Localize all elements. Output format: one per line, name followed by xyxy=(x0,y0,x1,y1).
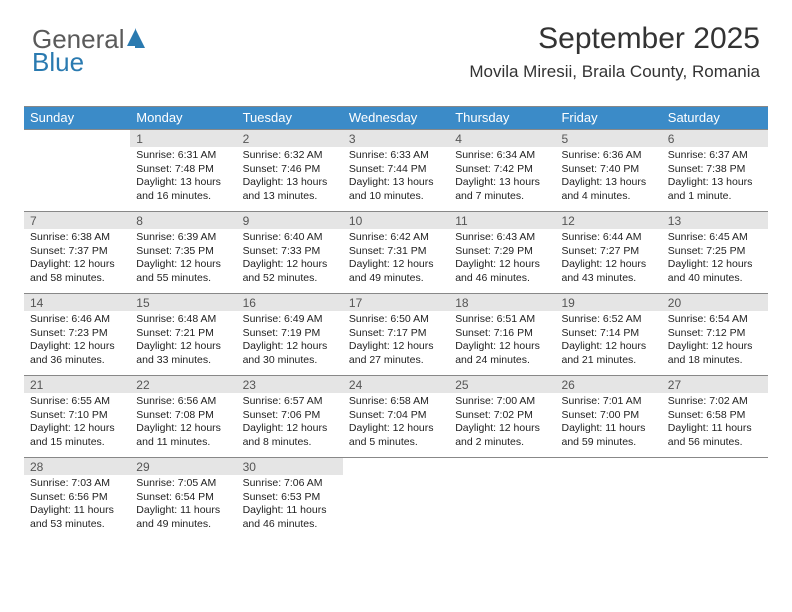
day-number: 10 xyxy=(343,211,449,229)
day-number: 24 xyxy=(343,375,449,393)
day-number: 13 xyxy=(662,211,768,229)
weekday-header: Tuesday xyxy=(237,107,343,129)
location: Movila Miresii, Braila County, Romania xyxy=(469,62,760,82)
day-cell: Sunrise: 6:42 AM Sunset: 7:31 PM Dayligh… xyxy=(343,229,449,293)
day-cell xyxy=(449,475,555,539)
weekday-header: Saturday xyxy=(662,107,768,129)
day-number: 27 xyxy=(662,375,768,393)
day-number xyxy=(555,457,661,475)
day-cell: Sunrise: 6:32 AM Sunset: 7:46 PM Dayligh… xyxy=(237,147,343,211)
day-number: 30 xyxy=(237,457,343,475)
day-number: 11 xyxy=(449,211,555,229)
day-cell: Sunrise: 6:55 AM Sunset: 7:10 PM Dayligh… xyxy=(24,393,130,457)
day-number: 15 xyxy=(130,293,236,311)
day-number: 8 xyxy=(130,211,236,229)
day-number: 23 xyxy=(237,375,343,393)
day-cell: Sunrise: 6:31 AM Sunset: 7:48 PM Dayligh… xyxy=(130,147,236,211)
day-number: 22 xyxy=(130,375,236,393)
day-number: 26 xyxy=(555,375,661,393)
logo: General Blue xyxy=(32,28,145,75)
day-cell: Sunrise: 7:05 AM Sunset: 6:54 PM Dayligh… xyxy=(130,475,236,539)
weekday-header: Sunday xyxy=(24,107,130,129)
day-number: 9 xyxy=(237,211,343,229)
day-content-row: Sunrise: 6:55 AM Sunset: 7:10 PM Dayligh… xyxy=(24,393,768,457)
day-number: 28 xyxy=(24,457,130,475)
day-cell xyxy=(343,475,449,539)
weekday-header: Wednesday xyxy=(343,107,449,129)
day-cell xyxy=(662,475,768,539)
day-number: 21 xyxy=(24,375,130,393)
day-number xyxy=(449,457,555,475)
weekday-header: Friday xyxy=(555,107,661,129)
day-cell: Sunrise: 6:37 AM Sunset: 7:38 PM Dayligh… xyxy=(662,147,768,211)
day-cell: Sunrise: 6:49 AM Sunset: 7:19 PM Dayligh… xyxy=(237,311,343,375)
day-number: 16 xyxy=(237,293,343,311)
day-cell: Sunrise: 6:43 AM Sunset: 7:29 PM Dayligh… xyxy=(449,229,555,293)
day-number: 25 xyxy=(449,375,555,393)
day-number: 12 xyxy=(555,211,661,229)
logo-text2: Blue xyxy=(32,47,84,77)
day-content-row: Sunrise: 6:46 AM Sunset: 7:23 PM Dayligh… xyxy=(24,311,768,375)
logo-triangle2-icon xyxy=(135,28,145,48)
day-cell: Sunrise: 6:38 AM Sunset: 7:37 PM Dayligh… xyxy=(24,229,130,293)
day-number: 18 xyxy=(449,293,555,311)
day-number: 3 xyxy=(343,129,449,147)
day-number: 14 xyxy=(24,293,130,311)
day-cell: Sunrise: 6:52 AM Sunset: 7:14 PM Dayligh… xyxy=(555,311,661,375)
day-cell: Sunrise: 6:50 AM Sunset: 7:17 PM Dayligh… xyxy=(343,311,449,375)
day-cell: Sunrise: 7:02 AM Sunset: 6:58 PM Dayligh… xyxy=(662,393,768,457)
day-number xyxy=(343,457,449,475)
day-number: 19 xyxy=(555,293,661,311)
day-content-row: Sunrise: 7:03 AM Sunset: 6:56 PM Dayligh… xyxy=(24,475,768,539)
day-number: 6 xyxy=(662,129,768,147)
day-content-row: Sunrise: 6:38 AM Sunset: 7:37 PM Dayligh… xyxy=(24,229,768,293)
day-cell: Sunrise: 6:44 AM Sunset: 7:27 PM Dayligh… xyxy=(555,229,661,293)
day-number-row: 123456 xyxy=(24,129,768,147)
weekday-header-row: Sunday Monday Tuesday Wednesday Thursday… xyxy=(24,107,768,129)
day-cell: Sunrise: 6:57 AM Sunset: 7:06 PM Dayligh… xyxy=(237,393,343,457)
day-cell: Sunrise: 6:56 AM Sunset: 7:08 PM Dayligh… xyxy=(130,393,236,457)
day-cell: Sunrise: 6:58 AM Sunset: 7:04 PM Dayligh… xyxy=(343,393,449,457)
day-cell: Sunrise: 7:06 AM Sunset: 6:53 PM Dayligh… xyxy=(237,475,343,539)
calendar: Sunday Monday Tuesday Wednesday Thursday… xyxy=(24,106,768,539)
day-cell: Sunrise: 6:46 AM Sunset: 7:23 PM Dayligh… xyxy=(24,311,130,375)
day-cell: Sunrise: 6:33 AM Sunset: 7:44 PM Dayligh… xyxy=(343,147,449,211)
day-number: 5 xyxy=(555,129,661,147)
day-cell xyxy=(24,147,130,211)
day-number: 1 xyxy=(130,129,236,147)
day-cell: Sunrise: 6:36 AM Sunset: 7:40 PM Dayligh… xyxy=(555,147,661,211)
day-number xyxy=(662,457,768,475)
day-cell: Sunrise: 6:51 AM Sunset: 7:16 PM Dayligh… xyxy=(449,311,555,375)
weekday-header: Monday xyxy=(130,107,236,129)
day-cell: Sunrise: 7:00 AM Sunset: 7:02 PM Dayligh… xyxy=(449,393,555,457)
day-number: 20 xyxy=(662,293,768,311)
day-number: 7 xyxy=(24,211,130,229)
day-number-row: 14151617181920 xyxy=(24,293,768,311)
day-cell: Sunrise: 6:45 AM Sunset: 7:25 PM Dayligh… xyxy=(662,229,768,293)
month-title: September 2025 xyxy=(469,22,760,56)
day-cell: Sunrise: 6:54 AM Sunset: 7:12 PM Dayligh… xyxy=(662,311,768,375)
day-cell: Sunrise: 6:39 AM Sunset: 7:35 PM Dayligh… xyxy=(130,229,236,293)
day-number xyxy=(24,129,130,147)
day-cell: Sunrise: 7:03 AM Sunset: 6:56 PM Dayligh… xyxy=(24,475,130,539)
day-content-row: Sunrise: 6:31 AM Sunset: 7:48 PM Dayligh… xyxy=(24,147,768,211)
day-cell: Sunrise: 6:40 AM Sunset: 7:33 PM Dayligh… xyxy=(237,229,343,293)
day-cell xyxy=(555,475,661,539)
title-block: September 2025 Movila Miresii, Braila Co… xyxy=(469,22,760,82)
day-number: 17 xyxy=(343,293,449,311)
day-number-row: 78910111213 xyxy=(24,211,768,229)
day-number-row: 21222324252627 xyxy=(24,375,768,393)
day-number: 4 xyxy=(449,129,555,147)
day-number: 29 xyxy=(130,457,236,475)
day-cell: Sunrise: 7:01 AM Sunset: 7:00 PM Dayligh… xyxy=(555,393,661,457)
day-number: 2 xyxy=(237,129,343,147)
weekday-header: Thursday xyxy=(449,107,555,129)
day-cell: Sunrise: 6:48 AM Sunset: 7:21 PM Dayligh… xyxy=(130,311,236,375)
day-cell: Sunrise: 6:34 AM Sunset: 7:42 PM Dayligh… xyxy=(449,147,555,211)
day-number-row: 282930 xyxy=(24,457,768,475)
logo-triangle-icon xyxy=(127,30,135,46)
